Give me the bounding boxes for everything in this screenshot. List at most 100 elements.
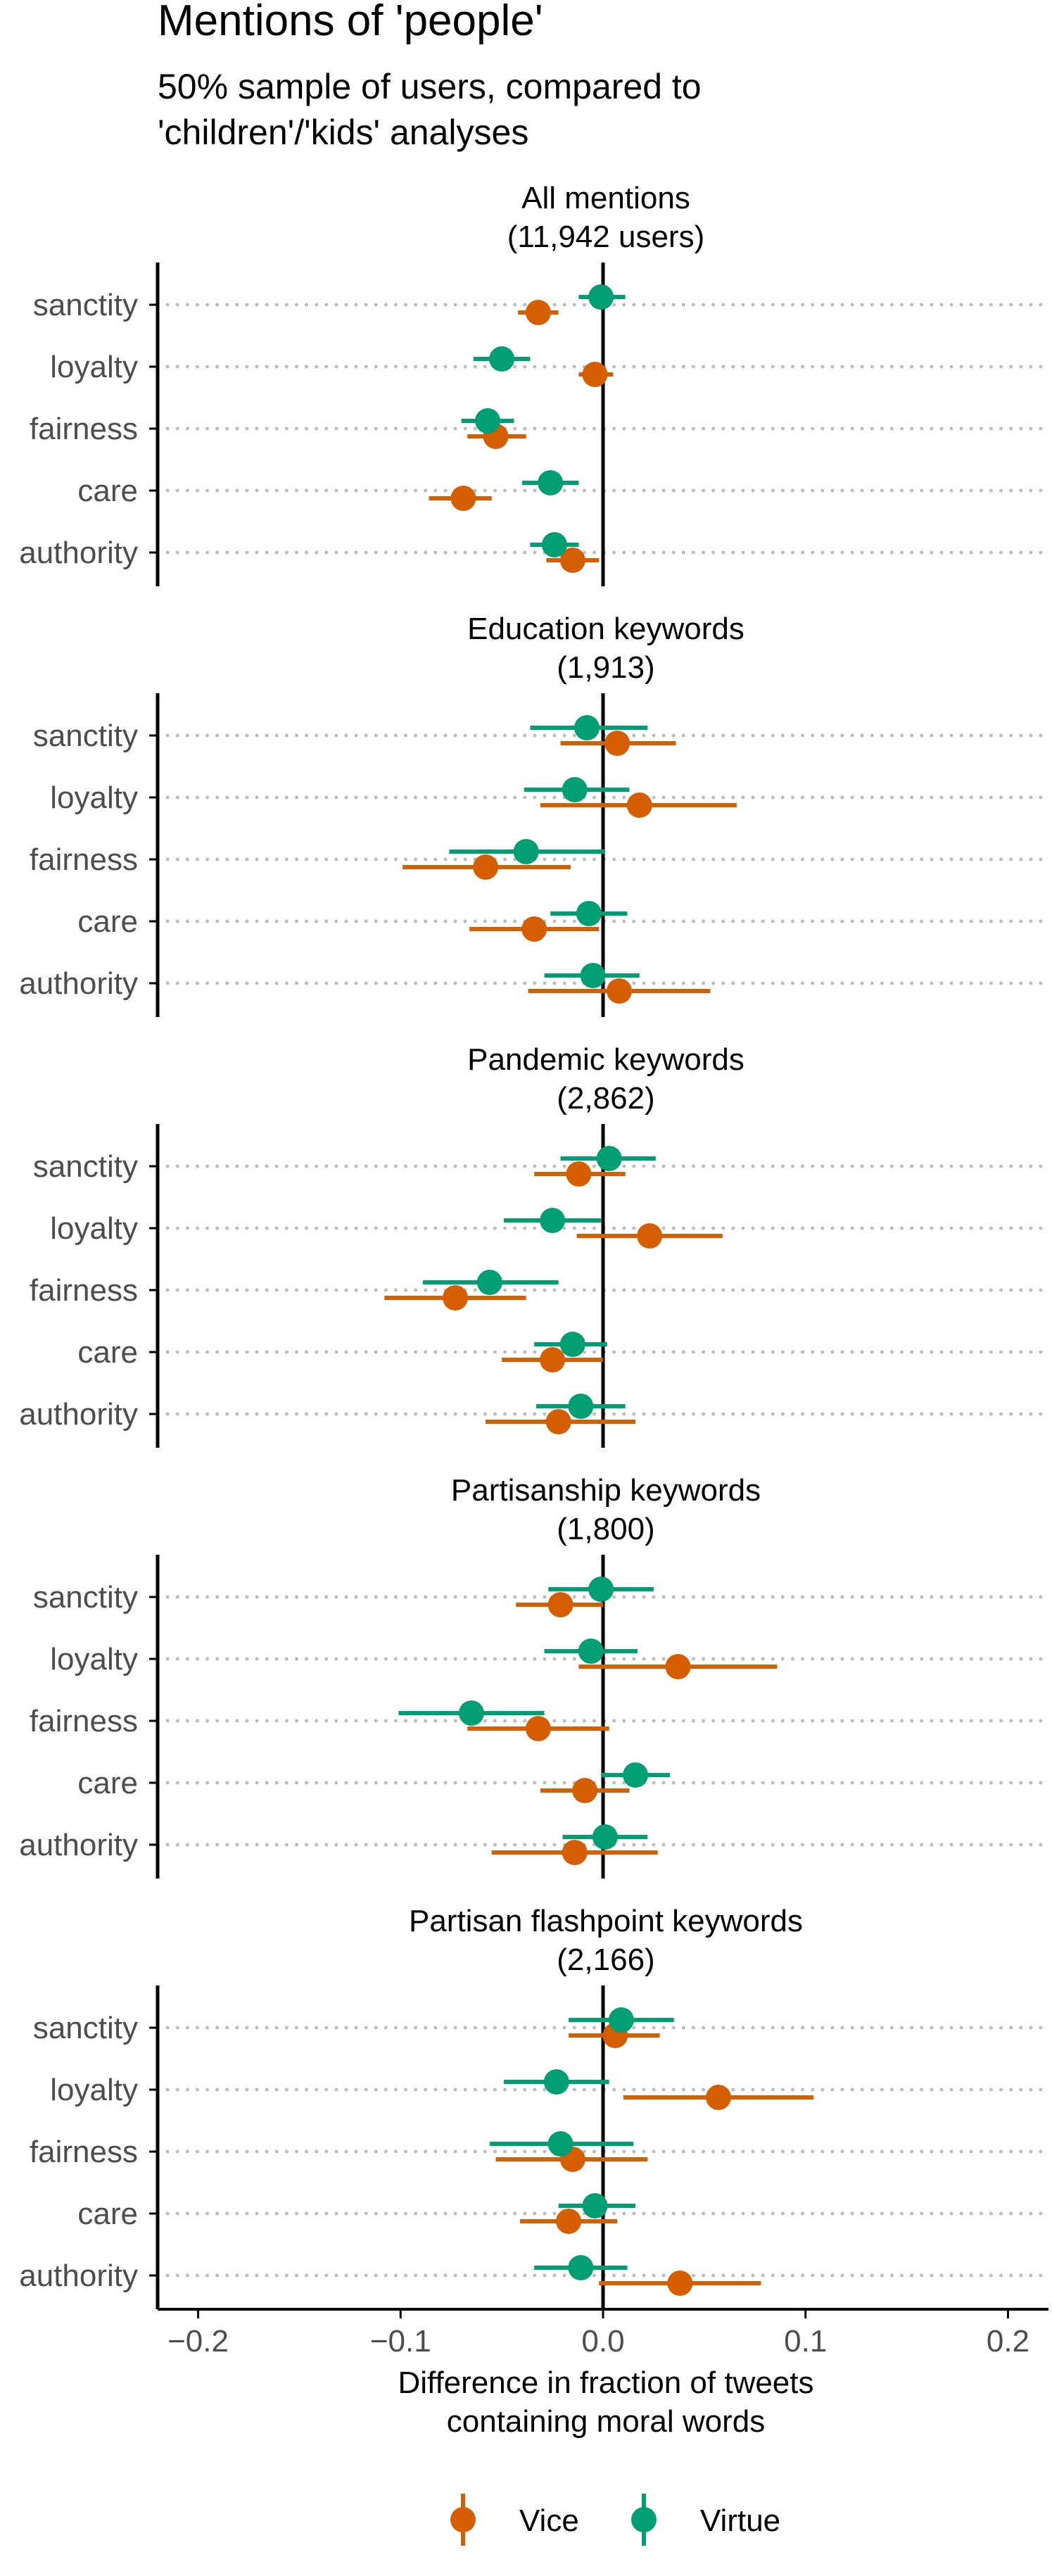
- x-axis: −0.2 −0.1 0.0 0.1 0.2: [158, 2308, 1048, 2359]
- point-virtue: [580, 963, 606, 988]
- category-label: authority: [19, 1828, 138, 1862]
- panel-4: Partisanship keywords (1,800) sanctity loya…: [19, 1473, 1051, 1879]
- panel-title: Partisan flashpoint keywords: [409, 1904, 803, 1938]
- x-axis-label-line-1: Difference in fraction of tweets: [398, 2366, 813, 2400]
- category-label: authority: [19, 2259, 138, 2293]
- point-vice: [450, 486, 476, 511]
- point-vice: [706, 2085, 732, 2110]
- category-label: sanctity: [33, 719, 138, 753]
- point-vice: [665, 1654, 691, 1679]
- category-label: authority: [19, 1397, 138, 1432]
- x-axis-label-line-2: containing moral words: [447, 2404, 765, 2439]
- legend: Vice Virtue: [450, 2494, 780, 2546]
- panel-title: Education keywords: [467, 612, 744, 646]
- x-tick-label: 0.1: [784, 2324, 827, 2359]
- panel-5: Partisan flashpoint keywords (2,166) sanct…: [19, 1904, 1051, 2309]
- point-vice: [525, 1716, 551, 1741]
- panel-title: All mentions: [521, 181, 690, 215]
- point-vice: [556, 2209, 582, 2234]
- legend-label: Virtue: [700, 2504, 780, 2538]
- panel-2: Education keywords (1,913) sanctity loyalty…: [19, 612, 1051, 1017]
- point-vice: [547, 1592, 573, 1617]
- point-vice: [473, 854, 499, 880]
- category-label: fairness: [30, 1273, 138, 1308]
- panel-title: Partisanship keywords: [451, 1473, 761, 1508]
- category-label: loyalty: [50, 2073, 138, 2107]
- category-label: loyalty: [50, 781, 138, 815]
- legend-key-point: [450, 2507, 476, 2532]
- category-label: authority: [19, 536, 138, 570]
- point-virtue: [458, 1700, 484, 1726]
- category-label: loyalty: [50, 350, 138, 384]
- point-virtue: [538, 470, 564, 495]
- point-vice: [626, 793, 652, 818]
- point-virtue: [568, 1394, 594, 1419]
- point-vice: [525, 300, 551, 325]
- category-label: care: [77, 474, 138, 508]
- panels: All mentions (11,942 users) sanctity loyalt…: [19, 181, 1051, 2309]
- point-vice: [442, 1285, 468, 1311]
- point-virtue: [568, 2255, 594, 2280]
- legend-label: Vice: [519, 2504, 579, 2538]
- category-label: fairness: [30, 1704, 138, 1738]
- category-label: care: [77, 1335, 138, 1370]
- point-virtue: [588, 284, 614, 310]
- point-virtue: [608, 2007, 634, 2033]
- point-vice: [572, 1778, 598, 1803]
- category-label: fairness: [30, 842, 138, 877]
- category-label: sanctity: [33, 1580, 138, 1615]
- panel-subtitle: (2,166): [557, 1943, 654, 1977]
- point-vice: [521, 916, 547, 942]
- point-vice: [540, 1347, 566, 1372]
- point-virtue: [547, 2131, 573, 2157]
- category-label: care: [77, 904, 138, 939]
- panel-1: All mentions (11,942 users) sanctity loyalt…: [19, 181, 1051, 586]
- category-label: sanctity: [33, 1149, 138, 1184]
- point-virtue: [513, 839, 539, 864]
- point-virtue: [559, 1332, 585, 1357]
- category-label: loyalty: [50, 1642, 138, 1677]
- legend-item-vice: Vice: [450, 2494, 579, 2546]
- x-tick-label: −0.1: [370, 2324, 431, 2359]
- category-label: care: [77, 1766, 138, 1800]
- point-virtue: [474, 408, 500, 434]
- panel-subtitle: (11,942 users): [507, 220, 704, 254]
- point-virtue: [476, 1270, 502, 1295]
- point-vice: [604, 731, 630, 756]
- category-label: sanctity: [33, 288, 138, 322]
- chart-subtitle-line-2: 'children'/'kids' analyses: [158, 113, 528, 152]
- point-virtue: [596, 1146, 622, 1171]
- legend-key-point: [631, 2507, 657, 2532]
- point-virtue: [541, 532, 567, 557]
- point-vice: [562, 1840, 588, 1865]
- point-virtue: [582, 2193, 608, 2218]
- point-vice: [566, 1161, 592, 1187]
- chart-title: Mentions of 'people': [158, 0, 543, 45]
- panel-subtitle: (2,862): [557, 1081, 654, 1116]
- x-tick-label: −0.2: [167, 2324, 229, 2359]
- category-label: loyalty: [50, 1211, 138, 1246]
- point-vice: [559, 548, 585, 573]
- point-vice: [582, 362, 608, 387]
- category-label: fairness: [30, 412, 138, 446]
- panel-subtitle: (1,913): [557, 650, 654, 685]
- panel-3: Pandemic keywords (2,862) sanctity loyalty f…: [19, 1042, 1051, 1448]
- legend-item-virtue: Virtue: [631, 2494, 780, 2546]
- point-virtue: [540, 1208, 566, 1233]
- category-label: authority: [19, 966, 138, 1001]
- point-virtue: [562, 777, 588, 802]
- point-virtue: [623, 1762, 649, 1788]
- point-virtue: [578, 1639, 604, 1664]
- category-label: care: [77, 2197, 138, 2231]
- point-virtue: [543, 2069, 569, 2095]
- x-tick-label: 0.0: [581, 2324, 624, 2359]
- category-label: sanctity: [33, 2011, 138, 2045]
- point-virtue: [576, 901, 602, 926]
- x-tick-label: 0.2: [987, 2324, 1029, 2359]
- panel-title: Pandemic keywords: [467, 1042, 744, 1077]
- point-virtue: [592, 1824, 618, 1850]
- point-vice: [667, 2271, 693, 2296]
- point-virtue: [573, 715, 600, 740]
- point-vice: [545, 1409, 571, 1434]
